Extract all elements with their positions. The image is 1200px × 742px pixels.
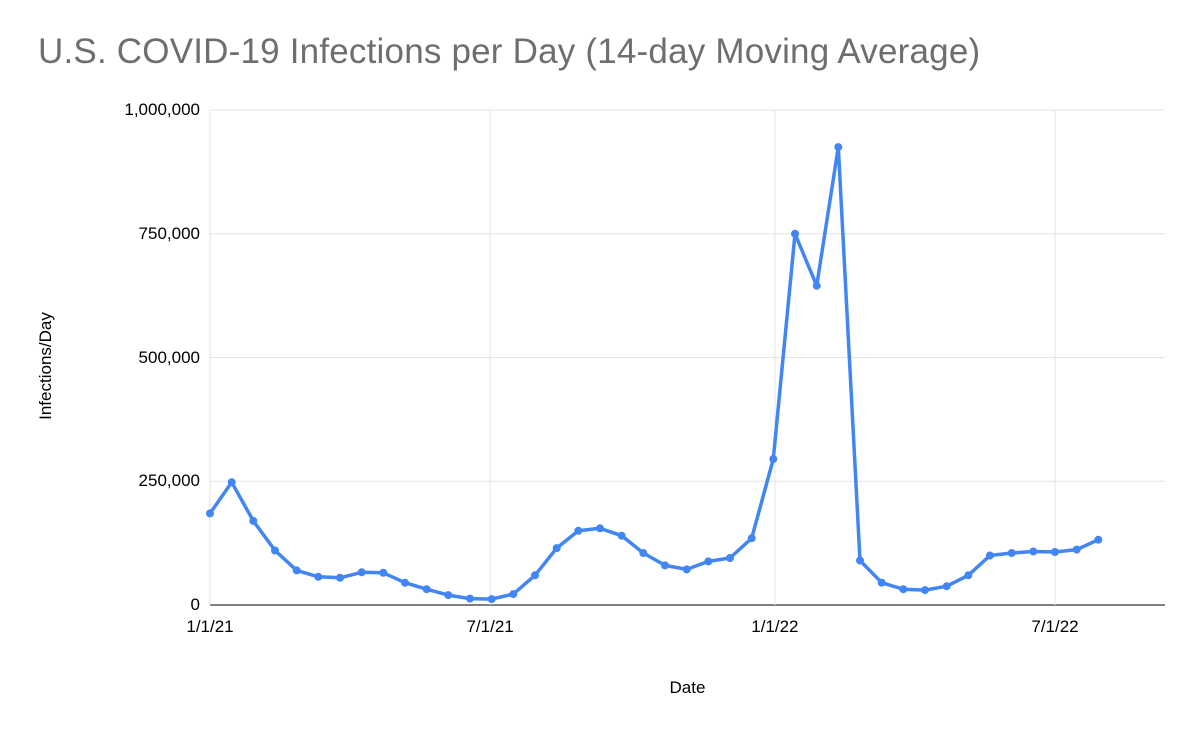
data-point bbox=[206, 509, 214, 518]
y-tick-label: 500,000 bbox=[138, 347, 200, 367]
data-point bbox=[596, 524, 604, 533]
data-point bbox=[661, 561, 669, 570]
data-point bbox=[856, 556, 864, 565]
y-tick-label: 750,000 bbox=[138, 223, 200, 243]
data-point bbox=[899, 585, 908, 594]
data-point bbox=[552, 544, 561, 553]
data-point bbox=[314, 572, 323, 581]
data-point bbox=[487, 595, 496, 604]
y-tick-label: 0 bbox=[190, 595, 200, 614]
x-tick-label: 1/1/22 bbox=[751, 617, 799, 636]
data-point bbox=[1007, 549, 1016, 557]
data-point bbox=[1051, 548, 1059, 556]
x-tick-label: 7/1/21 bbox=[466, 617, 514, 636]
data-point bbox=[769, 455, 778, 463]
data-point bbox=[986, 551, 994, 560]
data-point bbox=[1072, 545, 1081, 554]
chart-title: U.S. COVID-19 Infections per Day (14-day… bbox=[38, 32, 981, 71]
data-point bbox=[227, 478, 236, 487]
data-point bbox=[834, 143, 843, 152]
data-point bbox=[682, 565, 691, 574]
data-point bbox=[574, 526, 583, 535]
data-point bbox=[1094, 535, 1103, 544]
y-tick-label: 1,000,000 bbox=[124, 100, 200, 119]
data-point bbox=[401, 578, 409, 587]
data-point bbox=[747, 534, 756, 543]
data-point bbox=[639, 549, 648, 557]
y-tick-label: 250,000 bbox=[138, 471, 200, 491]
data-point bbox=[357, 568, 366, 577]
data-point bbox=[877, 578, 886, 587]
x-tick-label: 7/1/22 bbox=[1031, 617, 1079, 636]
data-point bbox=[509, 590, 518, 599]
data-point bbox=[531, 571, 539, 580]
data-point bbox=[444, 591, 453, 600]
series-line bbox=[208, 145, 1101, 601]
data-point bbox=[617, 531, 626, 540]
x-tick-label: 1/1/21 bbox=[186, 617, 234, 636]
data-point bbox=[249, 516, 258, 525]
data-point bbox=[921, 586, 929, 595]
data-point bbox=[271, 546, 279, 555]
data-point bbox=[704, 557, 713, 566]
data-point bbox=[942, 582, 951, 591]
data-point bbox=[466, 594, 474, 603]
data-point bbox=[336, 573, 344, 582]
data-point bbox=[1029, 547, 1038, 556]
data-point bbox=[726, 554, 734, 562]
x-axis-title: Date bbox=[669, 678, 706, 697]
data-point bbox=[964, 571, 973, 580]
data-point bbox=[292, 566, 301, 575]
data-point bbox=[812, 281, 821, 290]
data-point bbox=[791, 229, 799, 238]
data-point bbox=[379, 568, 388, 577]
data-point bbox=[422, 585, 431, 594]
